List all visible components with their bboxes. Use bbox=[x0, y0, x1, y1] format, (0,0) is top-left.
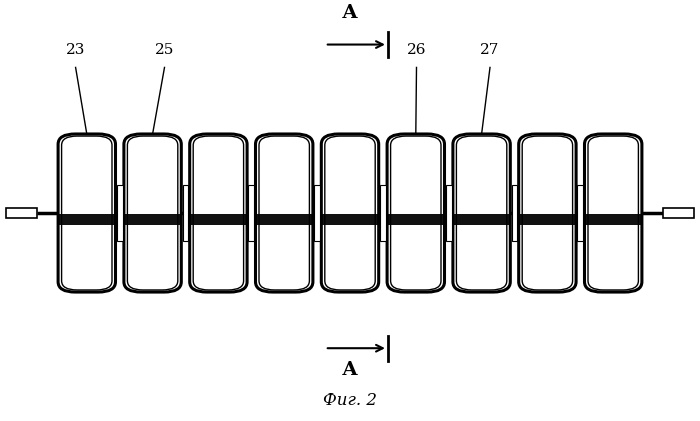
Text: А: А bbox=[342, 4, 358, 21]
Bar bbox=[124, 253, 181, 278]
Bar bbox=[256, 161, 313, 185]
Bar bbox=[256, 278, 313, 292]
Bar bbox=[446, 185, 452, 241]
Text: 25: 25 bbox=[155, 43, 174, 57]
Bar bbox=[124, 278, 181, 292]
Bar bbox=[321, 185, 379, 214]
Bar bbox=[58, 185, 116, 214]
Bar bbox=[190, 214, 247, 225]
Bar bbox=[584, 161, 642, 185]
Text: 26: 26 bbox=[407, 43, 426, 57]
Bar bbox=[190, 147, 247, 161]
Bar bbox=[190, 278, 247, 292]
Bar bbox=[117, 185, 122, 241]
Bar bbox=[58, 147, 116, 161]
Bar bbox=[387, 147, 444, 161]
Bar bbox=[387, 225, 444, 253]
Bar bbox=[584, 147, 642, 161]
Bar bbox=[6, 208, 37, 218]
FancyBboxPatch shape bbox=[321, 134, 379, 292]
Bar bbox=[387, 185, 444, 214]
Bar bbox=[124, 185, 181, 214]
Bar bbox=[387, 214, 444, 225]
Bar bbox=[321, 214, 379, 225]
Bar bbox=[124, 214, 181, 225]
Bar bbox=[321, 147, 379, 161]
Text: 27: 27 bbox=[480, 43, 500, 57]
Bar bbox=[584, 185, 642, 214]
Bar bbox=[519, 214, 576, 225]
Bar bbox=[124, 161, 181, 185]
Bar bbox=[58, 253, 116, 278]
Bar bbox=[256, 214, 313, 225]
Bar bbox=[190, 161, 247, 185]
Bar bbox=[256, 253, 313, 278]
Bar bbox=[58, 214, 116, 225]
Bar bbox=[387, 278, 444, 292]
Bar bbox=[190, 185, 247, 214]
FancyBboxPatch shape bbox=[190, 134, 247, 292]
FancyBboxPatch shape bbox=[256, 134, 313, 292]
Text: А: А bbox=[342, 361, 358, 378]
FancyBboxPatch shape bbox=[387, 134, 444, 292]
Bar bbox=[124, 147, 181, 161]
FancyBboxPatch shape bbox=[453, 134, 510, 292]
Bar bbox=[453, 214, 510, 225]
FancyBboxPatch shape bbox=[124, 134, 181, 292]
Text: Фиг. 2: Фиг. 2 bbox=[323, 392, 377, 409]
Bar bbox=[453, 161, 510, 185]
Bar bbox=[256, 147, 313, 161]
Bar bbox=[519, 225, 576, 253]
Bar bbox=[453, 253, 510, 278]
Bar bbox=[519, 278, 576, 292]
Bar bbox=[453, 278, 510, 292]
Bar bbox=[387, 253, 444, 278]
Bar bbox=[453, 185, 510, 214]
Bar bbox=[512, 185, 517, 241]
Bar bbox=[584, 278, 642, 292]
Bar bbox=[321, 253, 379, 278]
Bar bbox=[584, 225, 642, 253]
FancyBboxPatch shape bbox=[58, 134, 116, 292]
Bar bbox=[124, 225, 181, 253]
Bar bbox=[453, 225, 510, 253]
FancyBboxPatch shape bbox=[584, 134, 642, 292]
Text: 23: 23 bbox=[66, 43, 85, 57]
Bar bbox=[321, 278, 379, 292]
Bar bbox=[248, 185, 254, 241]
Bar bbox=[387, 161, 444, 185]
FancyBboxPatch shape bbox=[519, 134, 576, 292]
Bar bbox=[578, 185, 583, 241]
Bar bbox=[190, 253, 247, 278]
Bar bbox=[380, 185, 386, 241]
Bar bbox=[519, 147, 576, 161]
Bar bbox=[519, 185, 576, 214]
Bar bbox=[321, 225, 379, 253]
Bar bbox=[584, 253, 642, 278]
Bar bbox=[190, 225, 247, 253]
Bar bbox=[453, 147, 510, 161]
Bar bbox=[663, 208, 694, 218]
Bar bbox=[58, 161, 116, 185]
Bar bbox=[256, 225, 313, 253]
Bar bbox=[183, 185, 188, 241]
Bar bbox=[519, 253, 576, 278]
Bar bbox=[321, 161, 379, 185]
Bar bbox=[584, 214, 642, 225]
Bar bbox=[256, 185, 313, 214]
Bar bbox=[314, 185, 320, 241]
Bar bbox=[58, 225, 116, 253]
Bar bbox=[58, 278, 116, 292]
Bar bbox=[519, 161, 576, 185]
